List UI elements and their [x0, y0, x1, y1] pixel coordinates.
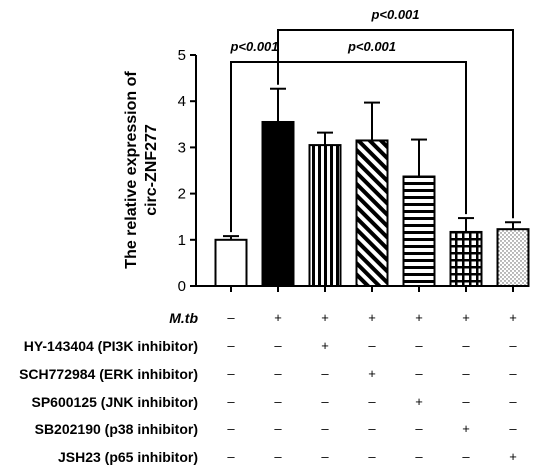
treatment-sign: – — [415, 366, 423, 381]
significance-bracket — [277, 60, 467, 215]
treatment-table: M.tb – + + + + + + HY-143404 (PI3K inhibitor) – – +… — [19, 310, 517, 465]
treatment-sign: – — [274, 449, 282, 464]
bar — [261, 120, 295, 287]
treatment-sign: + — [415, 310, 423, 325]
significance-annotations: p<0.001 p<0.001 p<0.001 — [229, 7, 514, 233]
y-axis-label-line2: circ-ZNF277 — [143, 124, 160, 216]
treatment-sign: + — [509, 310, 517, 325]
treatment-sign: + — [321, 310, 329, 325]
treatment-sign: – — [368, 449, 376, 464]
significance-bracket — [277, 29, 514, 219]
bars — [214, 87, 530, 288]
treatment-sign: – — [462, 394, 470, 409]
row-label: SP600125 (JNK inhibitor) — [32, 394, 199, 410]
treatment-sign: – — [509, 338, 517, 353]
treatment-sign: + — [462, 310, 470, 325]
bar — [449, 230, 483, 287]
treatment-sign: + — [415, 394, 423, 409]
treatment-sign: + — [509, 449, 517, 464]
treatment-sign: – — [227, 366, 235, 381]
bar — [308, 144, 342, 287]
significance-bracket — [230, 61, 279, 233]
treatment-sign: – — [462, 449, 470, 464]
treatment-sign: – — [509, 366, 517, 381]
treatment-sign: – — [321, 421, 329, 436]
p-value-label: p<0.001 — [229, 39, 278, 54]
treatment-sign: – — [415, 449, 423, 464]
row-label: JSH23 (p65 inhibitor) — [58, 449, 198, 465]
treatment-sign: – — [415, 421, 423, 436]
treatment-sign: + — [274, 310, 282, 325]
treatment-sign: – — [509, 394, 517, 409]
treatment-sign: + — [321, 338, 329, 353]
treatment-sign: – — [415, 338, 423, 353]
bar — [402, 175, 436, 287]
row-label: SCH772984 (ERK inhibitor) — [19, 366, 198, 382]
treatment-sign: + — [368, 366, 376, 381]
treatment-sign: – — [368, 338, 376, 353]
treatment-sign: – — [274, 421, 282, 436]
y-axis-label-line1: The relative expression of — [123, 71, 140, 269]
treatment-sign: – — [274, 338, 282, 353]
treatment-sign: – — [227, 449, 235, 464]
y-tick-label: 3 — [178, 139, 186, 156]
axes: 0 1 2 3 4 5 — [178, 47, 528, 295]
treatment-sign: – — [227, 338, 235, 353]
y-tick-label: 2 — [178, 186, 186, 203]
bar — [355, 139, 389, 287]
row-label: SB202190 (p38 inhibitor) — [35, 421, 198, 437]
bar — [496, 228, 530, 287]
y-tick-label: 4 — [178, 93, 186, 110]
row-label: HY-143404 (PI3K inhibitor) — [24, 338, 198, 354]
treatment-sign: – — [462, 338, 470, 353]
p-value-label: p<0.001 — [370, 7, 419, 22]
y-axis-label: The relative expression of circ-ZNF277 — [123, 71, 160, 269]
treatment-sign: – — [274, 366, 282, 381]
treatment-sign: + — [462, 421, 470, 436]
treatment-sign: – — [274, 394, 282, 409]
treatment-sign: – — [321, 449, 329, 464]
y-tick-label: 5 — [178, 47, 186, 64]
y-tick-label: 1 — [178, 232, 186, 249]
treatment-sign: – — [368, 421, 376, 436]
treatment-sign: – — [321, 394, 329, 409]
bar — [214, 238, 248, 288]
row-label: M.tb — [169, 310, 198, 326]
treatment-sign: – — [462, 366, 470, 381]
treatment-sign: – — [227, 421, 235, 436]
treatment-sign: – — [368, 394, 376, 409]
treatment-sign: + — [368, 310, 376, 325]
treatment-sign: – — [227, 394, 235, 409]
p-value-label: p<0.001 — [347, 39, 396, 54]
treatment-sign: – — [509, 421, 517, 436]
treatment-sign: – — [227, 310, 235, 325]
y-tick-label: 0 — [178, 278, 186, 295]
treatment-sign: – — [321, 366, 329, 381]
